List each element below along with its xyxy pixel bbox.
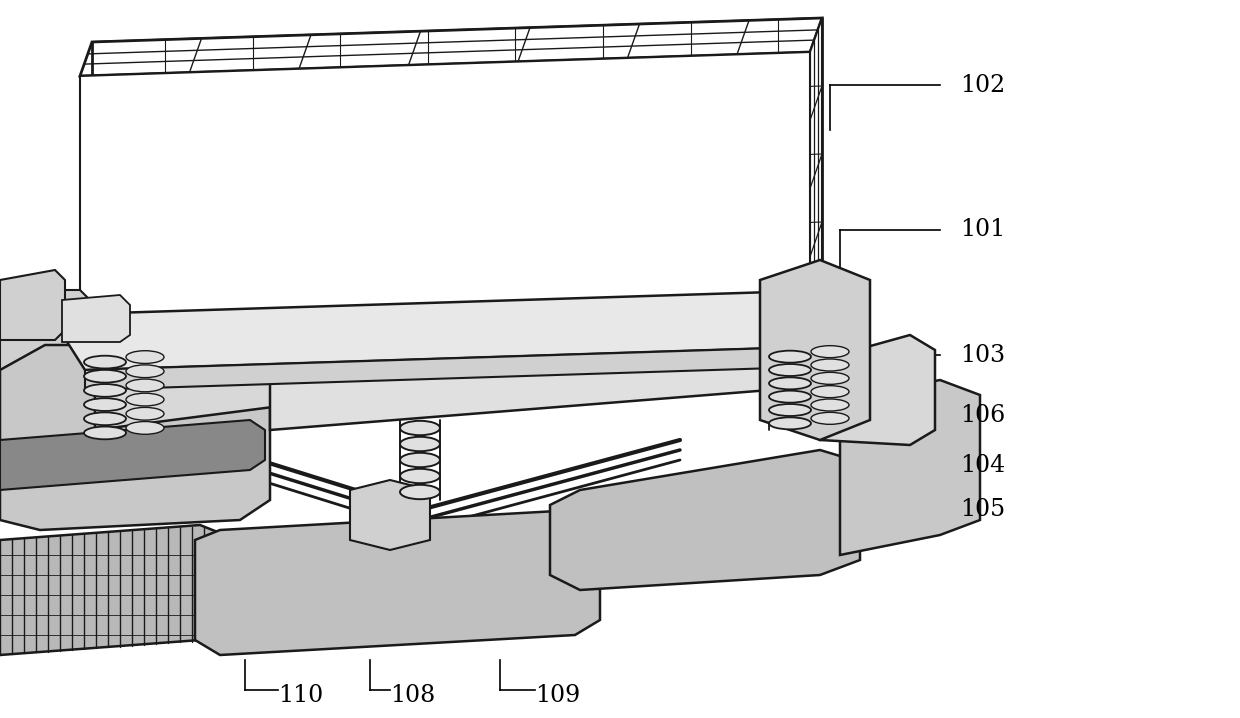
Polygon shape [50, 290, 870, 370]
Ellipse shape [769, 404, 811, 416]
Polygon shape [81, 290, 822, 350]
Circle shape [427, 317, 434, 325]
Ellipse shape [126, 407, 164, 420]
Text: 108: 108 [391, 684, 435, 707]
Polygon shape [81, 52, 810, 350]
Text: 105: 105 [960, 498, 1006, 521]
Ellipse shape [811, 359, 849, 371]
Text: 103: 103 [960, 343, 1006, 366]
Ellipse shape [811, 399, 849, 411]
Polygon shape [92, 18, 822, 315]
Circle shape [386, 320, 394, 328]
Polygon shape [551, 450, 861, 590]
Ellipse shape [84, 384, 126, 397]
Ellipse shape [811, 386, 849, 398]
Ellipse shape [401, 469, 440, 483]
Polygon shape [95, 320, 539, 430]
Polygon shape [839, 380, 980, 555]
Ellipse shape [84, 412, 126, 425]
Ellipse shape [811, 412, 849, 424]
Polygon shape [86, 345, 870, 390]
Polygon shape [760, 260, 870, 440]
Text: 104: 104 [960, 454, 1006, 477]
Ellipse shape [84, 398, 126, 411]
Polygon shape [0, 270, 64, 340]
Polygon shape [820, 335, 935, 445]
Text: 110: 110 [278, 684, 324, 707]
Ellipse shape [769, 391, 811, 403]
Polygon shape [195, 510, 600, 655]
Polygon shape [62, 295, 130, 342]
Text: 106: 106 [960, 404, 1006, 426]
Ellipse shape [401, 437, 440, 451]
Ellipse shape [769, 350, 811, 363]
Ellipse shape [811, 373, 849, 384]
Ellipse shape [84, 355, 126, 368]
Polygon shape [270, 300, 820, 430]
Circle shape [346, 323, 353, 331]
Ellipse shape [401, 453, 440, 467]
Polygon shape [0, 525, 224, 655]
Polygon shape [350, 480, 430, 550]
Polygon shape [0, 290, 95, 410]
Ellipse shape [401, 421, 440, 435]
Polygon shape [0, 420, 265, 490]
Text: 102: 102 [960, 73, 1006, 96]
Ellipse shape [126, 393, 164, 406]
Circle shape [306, 326, 314, 334]
Ellipse shape [84, 426, 126, 439]
Ellipse shape [811, 345, 849, 358]
Ellipse shape [769, 364, 811, 376]
Ellipse shape [126, 365, 164, 378]
Ellipse shape [126, 379, 164, 392]
Ellipse shape [84, 370, 126, 383]
Polygon shape [835, 290, 870, 365]
Text: 101: 101 [960, 218, 1006, 241]
Ellipse shape [769, 378, 811, 389]
Polygon shape [810, 18, 822, 325]
Ellipse shape [126, 421, 164, 434]
Polygon shape [0, 345, 270, 530]
Polygon shape [81, 18, 822, 76]
Ellipse shape [401, 485, 440, 499]
Ellipse shape [126, 350, 164, 363]
Text: 109: 109 [534, 684, 580, 707]
Ellipse shape [769, 417, 811, 429]
